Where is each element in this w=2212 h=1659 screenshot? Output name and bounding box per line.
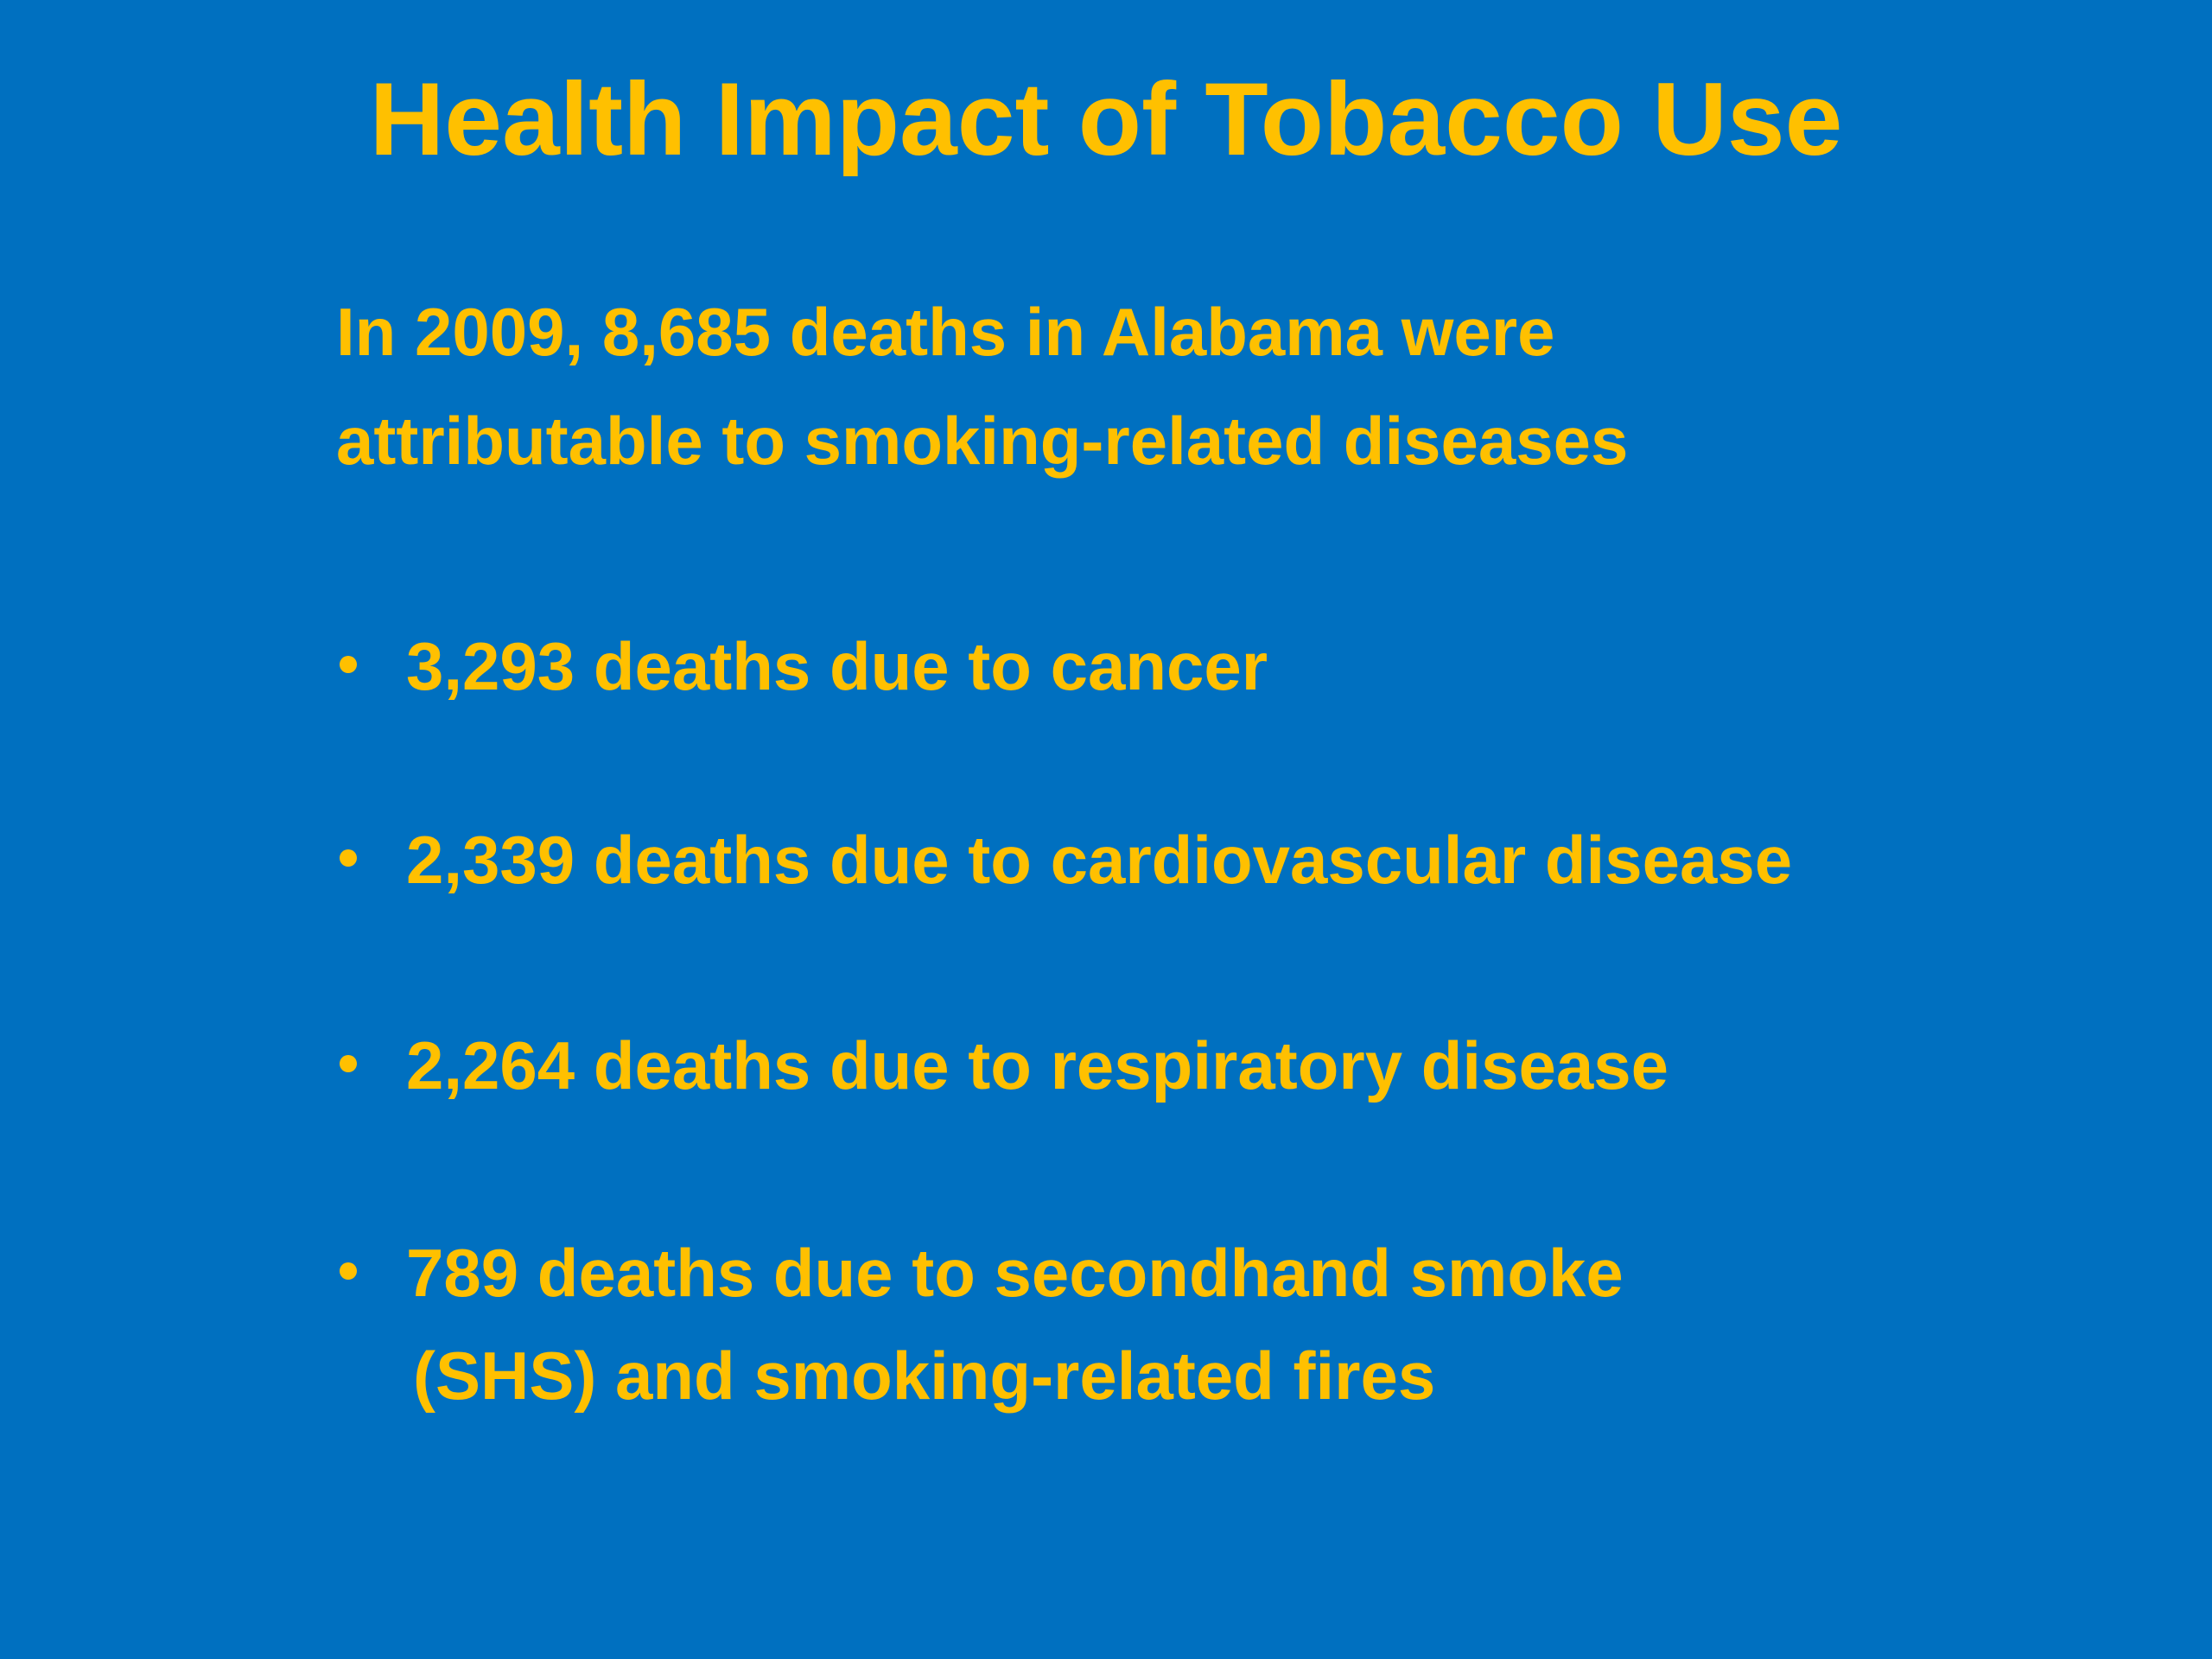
bullet-dot <box>340 1262 357 1280</box>
bullet-text: 2,339 deaths due to cardiovascular disea… <box>406 822 1793 898</box>
bullet-dot <box>340 1055 357 1072</box>
bullet-dot <box>340 849 357 867</box>
bullet-text: 3,293 deaths due to cancer <box>406 628 1268 704</box>
intro-line: attributable to smoking-related diseases <box>336 403 1629 479</box>
bullet-text: 2,264 deaths due to respiratory disease <box>406 1027 1669 1103</box>
intro-line: In 2009, 8,685 deaths in Alabama were <box>336 294 1555 370</box>
slide-title: Health Impact of Tobacco Use <box>369 61 1843 177</box>
bullet-text: 789 deaths due to secondhand smoke <box>406 1235 1624 1311</box>
bullet-text: (SHS) and smoking-related fires <box>413 1338 1436 1414</box>
bullet-dot <box>340 656 357 673</box>
